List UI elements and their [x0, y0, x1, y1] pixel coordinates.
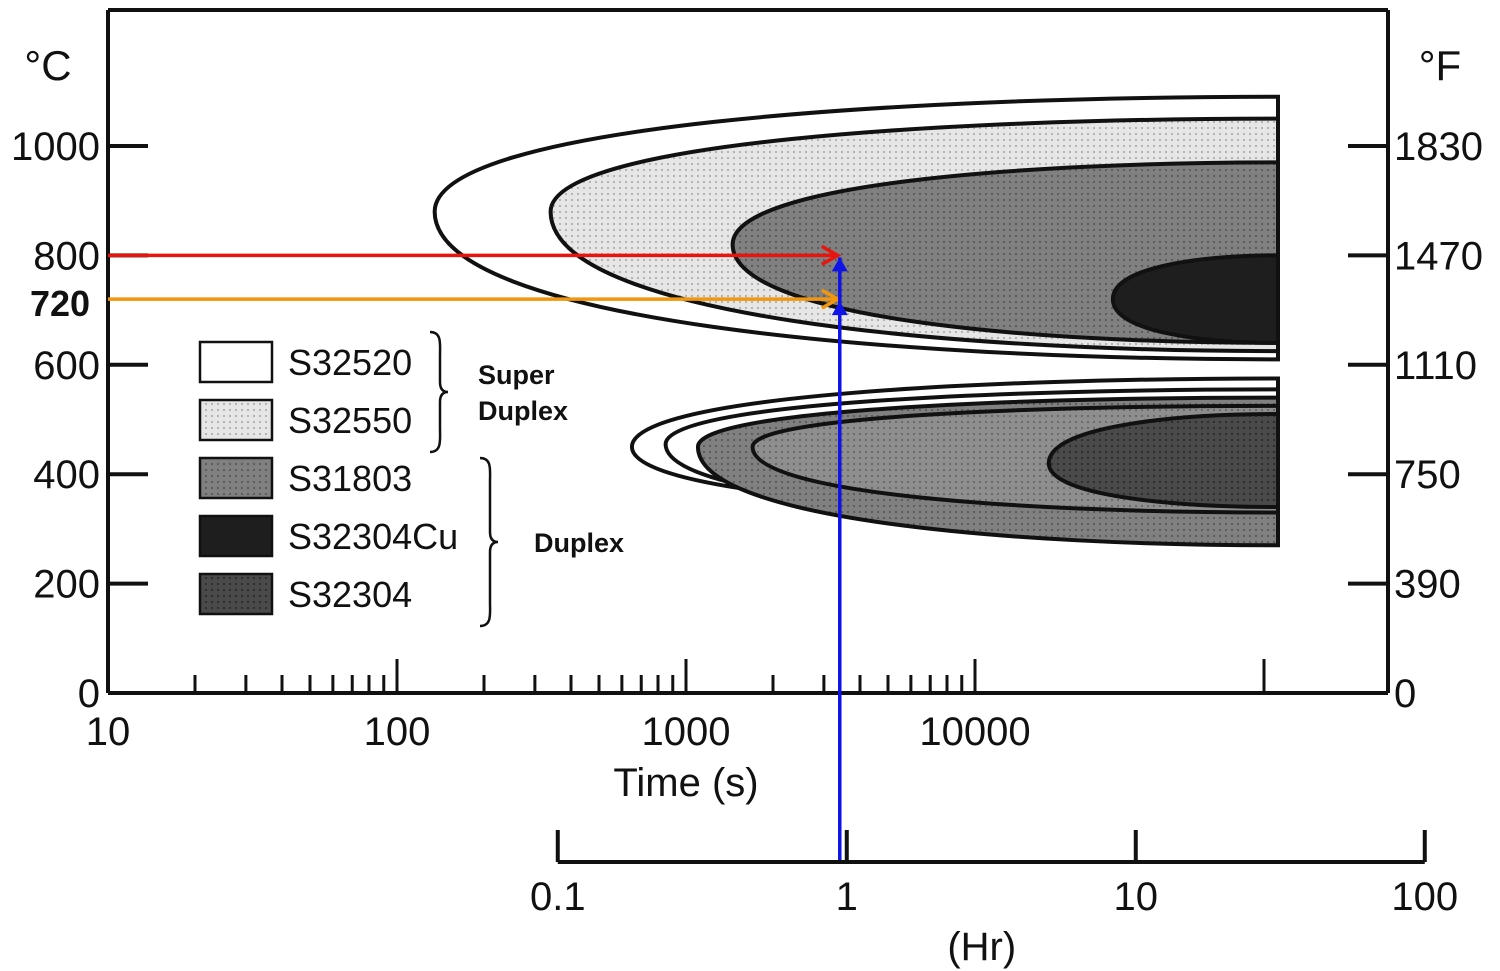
y-tick-label-left-0: 0 [78, 672, 100, 716]
legend-swatch-s32304cu [198, 514, 274, 558]
y-tick-label-right-0: 0 [1394, 672, 1416, 716]
y-tick-label-right-750: 750 [1394, 453, 1461, 497]
plot-frame [106, 8, 1390, 695]
legend-label-s31803: S31803 [288, 458, 412, 499]
y-tick-label-left-1000: 1000 [11, 125, 100, 169]
y-axis-title-left: °C [24, 42, 71, 89]
y-tick-label-left-400: 400 [33, 453, 100, 497]
arrow-head-800 [820, 244, 842, 266]
x-axis-title: Time (s) [613, 761, 758, 805]
arrow-head-720 [820, 288, 842, 310]
group-label-super-duplex-0: Super [478, 360, 555, 390]
marker-label-720: 720 [30, 283, 90, 324]
hour-tick-label-1: 1 [836, 875, 858, 919]
y-tick-label-right-1110: 1110 [1394, 344, 1477, 388]
x-tick-label-1000: 1000 [642, 710, 731, 754]
axis-ticks [108, 144, 1427, 864]
legend-swatch-s32550 [198, 398, 274, 442]
curve-s32304cu-3 [1110, 253, 1280, 345]
group-brace-duplex [479, 456, 499, 628]
legend: S32520 S32550 S31803 S32304Cu S32304 Super Dup… [198, 330, 624, 628]
legend-label-s32304: S32304 [288, 574, 412, 615]
x-tick-label-10000: 10000 [919, 710, 1030, 754]
y-tick-label-right-1830: 1830 [1394, 125, 1483, 169]
vertical-arrow-head-720 [831, 301, 848, 316]
y-tick-label-right-390: 390 [1394, 563, 1461, 607]
group-label-duplex-0: Duplex [534, 528, 624, 558]
y-axis-title-right: °F [1419, 42, 1461, 89]
group-brace-super-duplex [429, 330, 449, 454]
legend-swatch-s32304 [198, 572, 274, 616]
legend-label-s32304cu: S32304Cu [288, 516, 458, 557]
precipitation-curves [432, 94, 1280, 548]
hour-axis-title: (Hr) [947, 925, 1016, 969]
y-tick-label-left-800: 800 [33, 234, 100, 278]
curve-s32304-8 [1046, 412, 1280, 510]
x-tick-label-100: 100 [364, 710, 431, 754]
legend-swatch-s31803 [198, 456, 274, 500]
y-tick-label-left-600: 600 [33, 344, 100, 388]
legend-label-s32520: S32520 [288, 342, 412, 383]
hour-tick-label-10: 10 [1114, 875, 1159, 919]
vertical-arrow-head-800 [831, 257, 848, 272]
legend-swatch-s32520 [198, 340, 274, 384]
y-tick-label-left-200: 200 [33, 563, 100, 607]
group-label-super-duplex-1: Duplex [478, 396, 568, 426]
hour-tick-label-100: 100 [1391, 875, 1458, 919]
x-tick-label-10: 10 [86, 710, 131, 754]
hour-tick-label-0.1: 0.1 [530, 875, 586, 919]
legend-label-s32550: S32550 [288, 400, 412, 441]
y-tick-label-right-1470: 1470 [1394, 234, 1483, 278]
annotations: 720 [30, 244, 848, 860]
